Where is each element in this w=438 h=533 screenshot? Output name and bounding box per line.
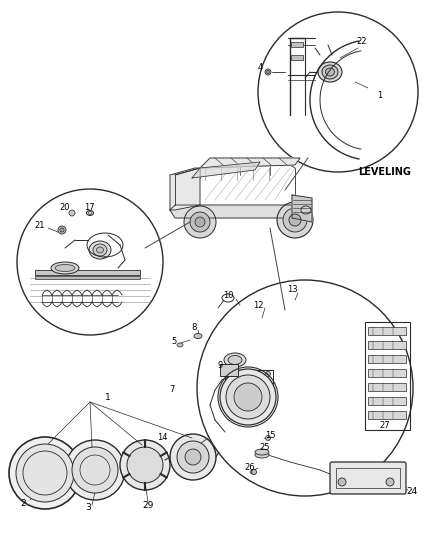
Ellipse shape [265,69,271,75]
Ellipse shape [55,264,75,271]
Text: 21: 21 [35,221,45,230]
Circle shape [185,449,201,465]
Circle shape [65,440,125,500]
Ellipse shape [251,470,257,474]
Ellipse shape [93,244,107,256]
Text: 15: 15 [265,431,275,440]
FancyBboxPatch shape [368,411,406,419]
Ellipse shape [194,334,202,338]
Circle shape [338,478,346,486]
Polygon shape [292,195,312,222]
Circle shape [127,447,163,483]
Circle shape [234,383,262,411]
Bar [291,55,303,60]
Ellipse shape [325,68,335,76]
Circle shape [16,444,74,502]
Text: 9: 9 [217,360,223,369]
Ellipse shape [250,470,256,474]
Bar [365,322,410,430]
Circle shape [195,217,205,227]
FancyBboxPatch shape [368,369,406,377]
Text: LEVELING: LEVELING [359,167,411,177]
Text: 29: 29 [142,500,154,510]
Ellipse shape [88,212,92,214]
Circle shape [386,478,394,486]
FancyBboxPatch shape [368,341,406,349]
Circle shape [190,212,210,232]
Text: 14: 14 [157,432,167,441]
Circle shape [184,206,216,238]
Ellipse shape [255,452,269,458]
Ellipse shape [266,70,269,74]
Circle shape [177,441,209,473]
Text: 1: 1 [378,91,383,100]
Polygon shape [192,162,260,178]
FancyBboxPatch shape [368,383,406,391]
Circle shape [9,437,81,509]
Text: 8: 8 [191,322,197,332]
FancyBboxPatch shape [330,462,406,494]
Ellipse shape [228,356,242,365]
Text: 12: 12 [253,301,263,310]
Circle shape [277,202,313,238]
Text: 4: 4 [258,62,263,71]
Ellipse shape [69,210,75,216]
Text: 27: 27 [380,421,390,430]
Text: 7: 7 [170,384,175,393]
Circle shape [120,440,170,490]
Ellipse shape [255,449,269,455]
Polygon shape [200,158,300,168]
Circle shape [220,369,276,425]
Text: 26: 26 [245,464,255,472]
Text: 2: 2 [20,498,26,507]
Circle shape [170,434,216,480]
Text: 24: 24 [406,488,417,497]
Text: 25: 25 [260,443,270,453]
Text: 5: 5 [171,336,177,345]
Circle shape [226,375,270,419]
Bar [35,270,140,275]
Text: 20: 20 [60,203,70,212]
Text: 17: 17 [84,203,94,212]
Ellipse shape [322,65,338,79]
Ellipse shape [177,343,183,347]
Ellipse shape [227,372,233,376]
Ellipse shape [51,262,79,274]
Circle shape [283,208,307,232]
FancyBboxPatch shape [368,397,406,405]
FancyBboxPatch shape [368,355,406,363]
Polygon shape [170,168,200,210]
Bar [35,276,140,279]
Ellipse shape [89,241,111,259]
Ellipse shape [224,353,246,367]
Polygon shape [170,205,310,218]
FancyBboxPatch shape [368,327,406,335]
Ellipse shape [318,62,342,82]
Ellipse shape [60,228,64,232]
Ellipse shape [265,372,271,376]
Bar [220,364,238,376]
Text: 13: 13 [287,286,297,295]
Text: 22: 22 [357,37,367,46]
Text: 10: 10 [223,290,233,300]
Text: 3: 3 [85,504,91,513]
Ellipse shape [96,247,103,253]
Bar [291,42,303,47]
Ellipse shape [301,206,311,214]
Ellipse shape [58,226,66,234]
Text: 1: 1 [105,392,111,401]
Ellipse shape [265,435,271,440]
Circle shape [72,447,118,493]
Circle shape [289,214,301,226]
Polygon shape [295,205,310,218]
